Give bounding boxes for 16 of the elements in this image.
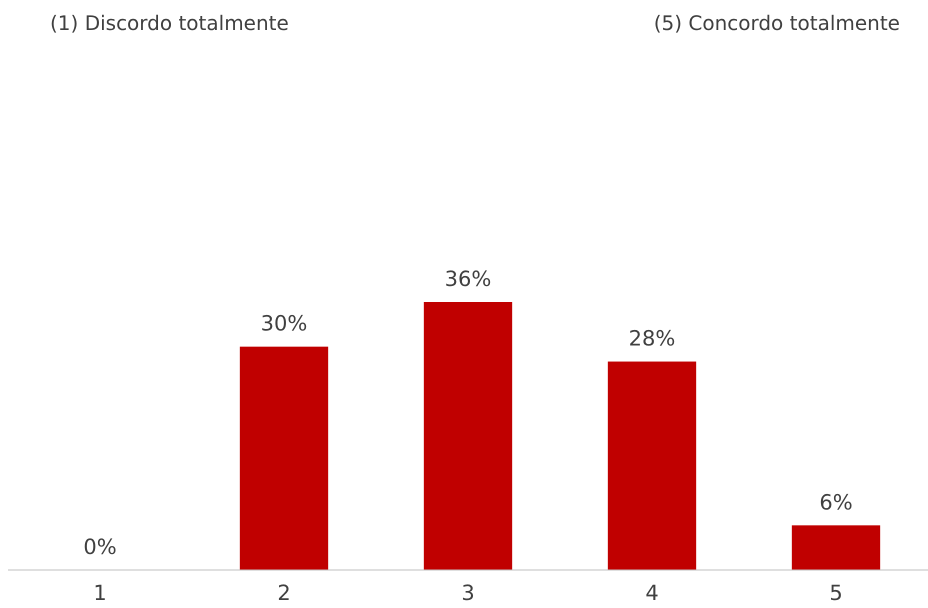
x-tick-label: 4: [645, 581, 659, 605]
bar: [608, 362, 696, 570]
text: (1) Discordo totalmente: [50, 11, 289, 35]
data-label: 0%: [83, 535, 117, 559]
x-tick-label: 5: [829, 581, 843, 605]
x-tick-label: 2: [277, 581, 291, 605]
x-tick-label: 1: [93, 581, 107, 605]
bar: [424, 302, 512, 570]
x-tick-label: 3: [461, 581, 475, 605]
data-label: 36%: [444, 267, 492, 291]
text: (5) Concordo totalmente: [654, 11, 900, 35]
bar: [792, 525, 880, 570]
data-label: 30%: [260, 312, 308, 336]
data-label: 28%: [628, 326, 676, 351]
data-label: 6%: [819, 490, 853, 514]
bar: [240, 346, 328, 570]
